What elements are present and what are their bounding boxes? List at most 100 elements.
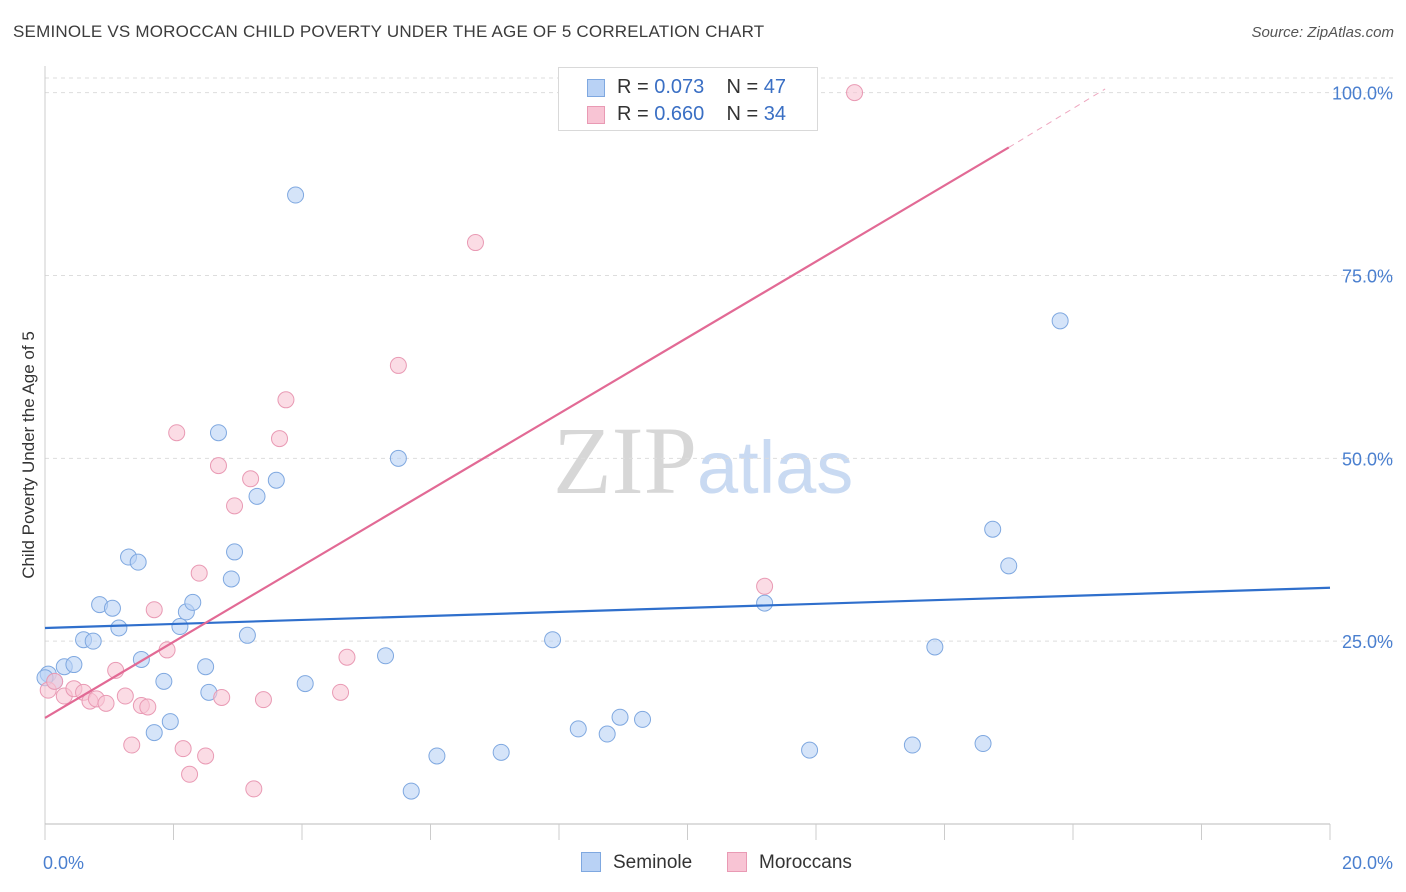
moroccan-point-23 xyxy=(242,470,260,488)
x-tick-label-1: 20.0% xyxy=(1342,853,1393,873)
moroccan-r-value: 0.660 xyxy=(654,103,705,125)
moroccan-points xyxy=(39,84,864,798)
moroccan-legend-text: R = 0.660 N = 34 xyxy=(617,103,786,126)
moroccan-trend-extension xyxy=(1008,88,1106,148)
moroccan-point-29 xyxy=(338,648,356,666)
legend-top: R = 0.073 N = 47 R = 0.660 N = 34 xyxy=(558,67,818,131)
seminole-point-17 xyxy=(184,593,202,611)
moroccan-trend-line xyxy=(44,146,1010,719)
bottom-seminole-swatch xyxy=(581,852,601,872)
seminole-point-34 xyxy=(569,720,587,738)
seminole-point-28 xyxy=(377,647,395,665)
moroccan-n-label: N = xyxy=(726,103,764,125)
moroccan-point-25 xyxy=(254,691,272,709)
seminole-point-18 xyxy=(197,658,215,676)
seminole-point-13 xyxy=(155,672,173,690)
seminole-point-26 xyxy=(287,186,305,204)
seminole-point-39 xyxy=(801,741,819,759)
seminole-r-label: R = xyxy=(617,76,655,98)
moroccan-point-32 xyxy=(756,577,774,595)
moroccan-point-17 xyxy=(181,765,199,783)
y-tick-label-0: 25.0% xyxy=(1342,632,1393,652)
moroccan-point-22 xyxy=(226,497,244,515)
y-tick-label-3: 100.0% xyxy=(1332,84,1393,104)
moroccan-r-label: R = xyxy=(617,103,655,125)
seminole-point-32 xyxy=(492,743,510,761)
seminole-point-38 xyxy=(756,594,774,612)
moroccan-point-16 xyxy=(174,740,192,758)
bottom-seminole-label: Seminole xyxy=(613,852,693,873)
seminole-point-14 xyxy=(161,713,179,731)
moroccan-point-12 xyxy=(139,698,157,716)
bottom-moroccan-label: Moroccans xyxy=(759,852,852,873)
chart-title: SEMINOLE VS MOROCCAN CHILD POVERTY UNDER… xyxy=(13,22,765,41)
seminole-n-value: 47 xyxy=(763,76,787,98)
tick-labels: 25.0% 50.0% 75.0% 100.0% 0.0% 20.0% xyxy=(43,84,1393,873)
moroccan-point-18 xyxy=(190,564,208,582)
moroccan-point-31 xyxy=(466,234,484,252)
seminole-point-36 xyxy=(611,708,629,726)
moroccan-point-33 xyxy=(846,84,864,102)
watermark-atlas: atlas xyxy=(697,426,854,509)
moroccan-point-9 xyxy=(116,687,134,705)
seminole-point-29 xyxy=(389,449,407,467)
bottom-moroccan-swatch xyxy=(727,852,747,872)
seminole-point-44 xyxy=(1000,557,1018,575)
seminole-point-43 xyxy=(984,520,1002,538)
x-tick-label-0: 0.0% xyxy=(43,853,84,873)
moroccan-point-30 xyxy=(389,356,407,374)
seminole-point-30 xyxy=(402,782,420,800)
seminole-legend-text: R = 0.073 N = 47 xyxy=(617,76,786,99)
y-tick-label-2: 75.0% xyxy=(1342,266,1393,286)
seminole-point-7 xyxy=(103,599,121,617)
moroccan-point-26 xyxy=(271,430,289,448)
seminole-point-37 xyxy=(634,710,652,728)
seminole-point-42 xyxy=(974,735,992,753)
moroccan-point-13 xyxy=(145,601,163,619)
axes xyxy=(44,66,1331,840)
seminole-point-27 xyxy=(296,675,314,693)
moroccan-point-7 xyxy=(97,694,115,712)
seminole-point-12 xyxy=(145,724,163,742)
seminole-r-value: 0.073 xyxy=(654,76,705,98)
source-label: Source: ZipAtlas.com xyxy=(1251,24,1394,41)
moroccan-point-27 xyxy=(277,391,295,409)
seminole-point-3 xyxy=(65,656,83,674)
y-axis-label: Child Poverty Under the Age of 5 xyxy=(19,331,38,579)
seminole-point-5 xyxy=(84,632,102,650)
seminole-point-45 xyxy=(1051,312,1069,330)
seminole-point-33 xyxy=(544,631,562,649)
seminole-point-40 xyxy=(903,736,921,754)
moroccan-point-10 xyxy=(123,736,141,754)
moroccan-point-15 xyxy=(168,424,186,442)
seminole-n-label: N = xyxy=(726,76,764,98)
seminole-point-35 xyxy=(598,725,616,743)
watermark: ZIPatlas xyxy=(553,405,853,516)
moroccan-point-19 xyxy=(197,747,215,765)
y-tick-label-1: 50.0% xyxy=(1342,449,1393,469)
seminole-points xyxy=(36,186,1069,800)
seminole-point-24 xyxy=(248,487,266,505)
seminole-point-41 xyxy=(926,638,944,656)
moroccan-point-28 xyxy=(332,683,350,701)
seminole-point-31 xyxy=(428,747,446,765)
moroccan-n-value: 34 xyxy=(763,103,787,125)
grid-lines xyxy=(45,77,1395,642)
moroccan-point-1 xyxy=(46,672,64,690)
seminole-point-25 xyxy=(267,471,285,489)
trend-lines xyxy=(44,88,1331,719)
seminole-point-21 xyxy=(222,570,240,588)
seminole-swatch xyxy=(587,79,605,97)
moroccan-point-24 xyxy=(245,780,263,798)
seminole-point-10 xyxy=(129,553,147,571)
seminole-point-15 xyxy=(171,618,189,636)
moroccan-point-21 xyxy=(213,688,231,706)
seminole-trend-line xyxy=(44,586,1331,630)
seminole-point-23 xyxy=(238,626,256,644)
watermark-zip: ZIP xyxy=(553,407,697,514)
seminole-point-8 xyxy=(110,619,128,637)
moroccan-point-20 xyxy=(209,457,227,475)
seminole-point-20 xyxy=(209,424,227,442)
moroccan-swatch xyxy=(587,106,605,124)
